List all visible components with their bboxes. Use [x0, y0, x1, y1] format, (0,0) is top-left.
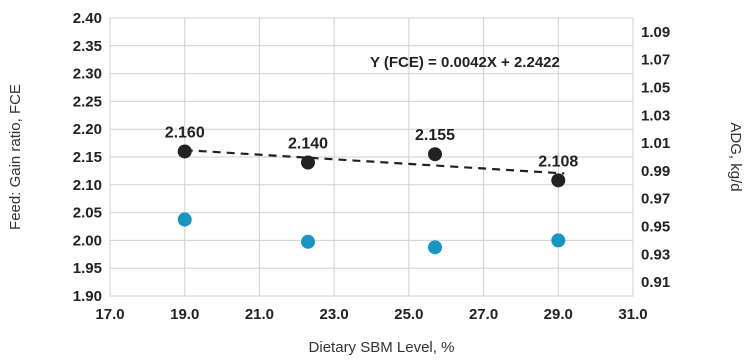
y2-tick-label: 0.91: [641, 274, 670, 291]
y-tick-label: 2.25: [73, 93, 102, 110]
grid-lines: [109, 17, 634, 297]
fce-data-label: 2.160: [165, 124, 205, 141]
labels-layer: Y (FCE) = 0.0042X + 2.2422 2.160 2.140 2.15…: [165, 54, 579, 170]
x-tick-label: 21.0: [245, 306, 274, 323]
y2-tick-label: 1.03: [641, 107, 670, 124]
adg-point: [300, 234, 315, 249]
adg-point: [428, 240, 443, 255]
y-tick-label: 2.00: [73, 232, 102, 249]
x-tick-label: 27.0: [469, 306, 498, 323]
y2-tick-label: 1.09: [641, 24, 670, 41]
fce-data-label: 2.155: [415, 127, 455, 144]
markers-layer: [177, 144, 566, 255]
y2-tick-label: 1.01: [641, 135, 670, 152]
y2-tick-label: 0.95: [641, 219, 670, 236]
x-tick-label: 25.0: [394, 306, 423, 323]
y2-tick-label: 1.07: [641, 52, 670, 69]
y2-tick-label: 0.93: [641, 246, 670, 263]
fce-point: [428, 147, 443, 162]
adg-point: [177, 212, 192, 227]
y-tick-label: 2.10: [73, 177, 102, 194]
y-tick-label: 2.30: [73, 66, 102, 83]
y2-tick-label: 0.99: [641, 163, 670, 180]
y2-tick-label: 0.97: [641, 191, 670, 208]
y-axis-title: Feed: Gain ratio, FCE: [7, 84, 24, 230]
trendline-layer: [184, 149, 565, 175]
y-tick-label: 2.20: [73, 121, 102, 138]
y-tick-label: 1.90: [73, 288, 102, 305]
fce-point: [551, 173, 566, 188]
y-tick-label: 2.05: [73, 205, 102, 222]
trendline: [184, 149, 565, 175]
x-tick-label: 19.0: [170, 306, 199, 323]
x-tick-label: 31.0: [618, 306, 647, 323]
y-tick-label: 2.15: [73, 149, 102, 166]
y-tick-label: 2.40: [73, 10, 102, 27]
fce-data-label: 2.108: [538, 153, 578, 170]
fce-point: [177, 144, 192, 159]
x-tick-label: 23.0: [320, 306, 349, 323]
y2-axis-title: ADG, kg/d: [727, 122, 744, 191]
fce-data-label: 2.140: [288, 136, 328, 153]
y2-tick-label: 1.05: [641, 80, 670, 97]
fce-point: [300, 155, 315, 170]
y-tick-label: 1.95: [73, 260, 102, 277]
x-tick-label: 29.0: [544, 306, 573, 323]
adg-point: [551, 233, 566, 248]
y-tick-label: 2.35: [73, 38, 102, 55]
trendline-equation: Y (FCE) = 0.0042X + 2.2422: [370, 54, 560, 71]
x-axis-title: Dietary SBM Level, %: [309, 339, 455, 356]
axes: 1.90 1.95 2.00 2.05 2.10 2.15 2.20 2.25 2.30 2.35…: [7, 10, 744, 356]
x-tick-label: 17.0: [95, 306, 124, 323]
